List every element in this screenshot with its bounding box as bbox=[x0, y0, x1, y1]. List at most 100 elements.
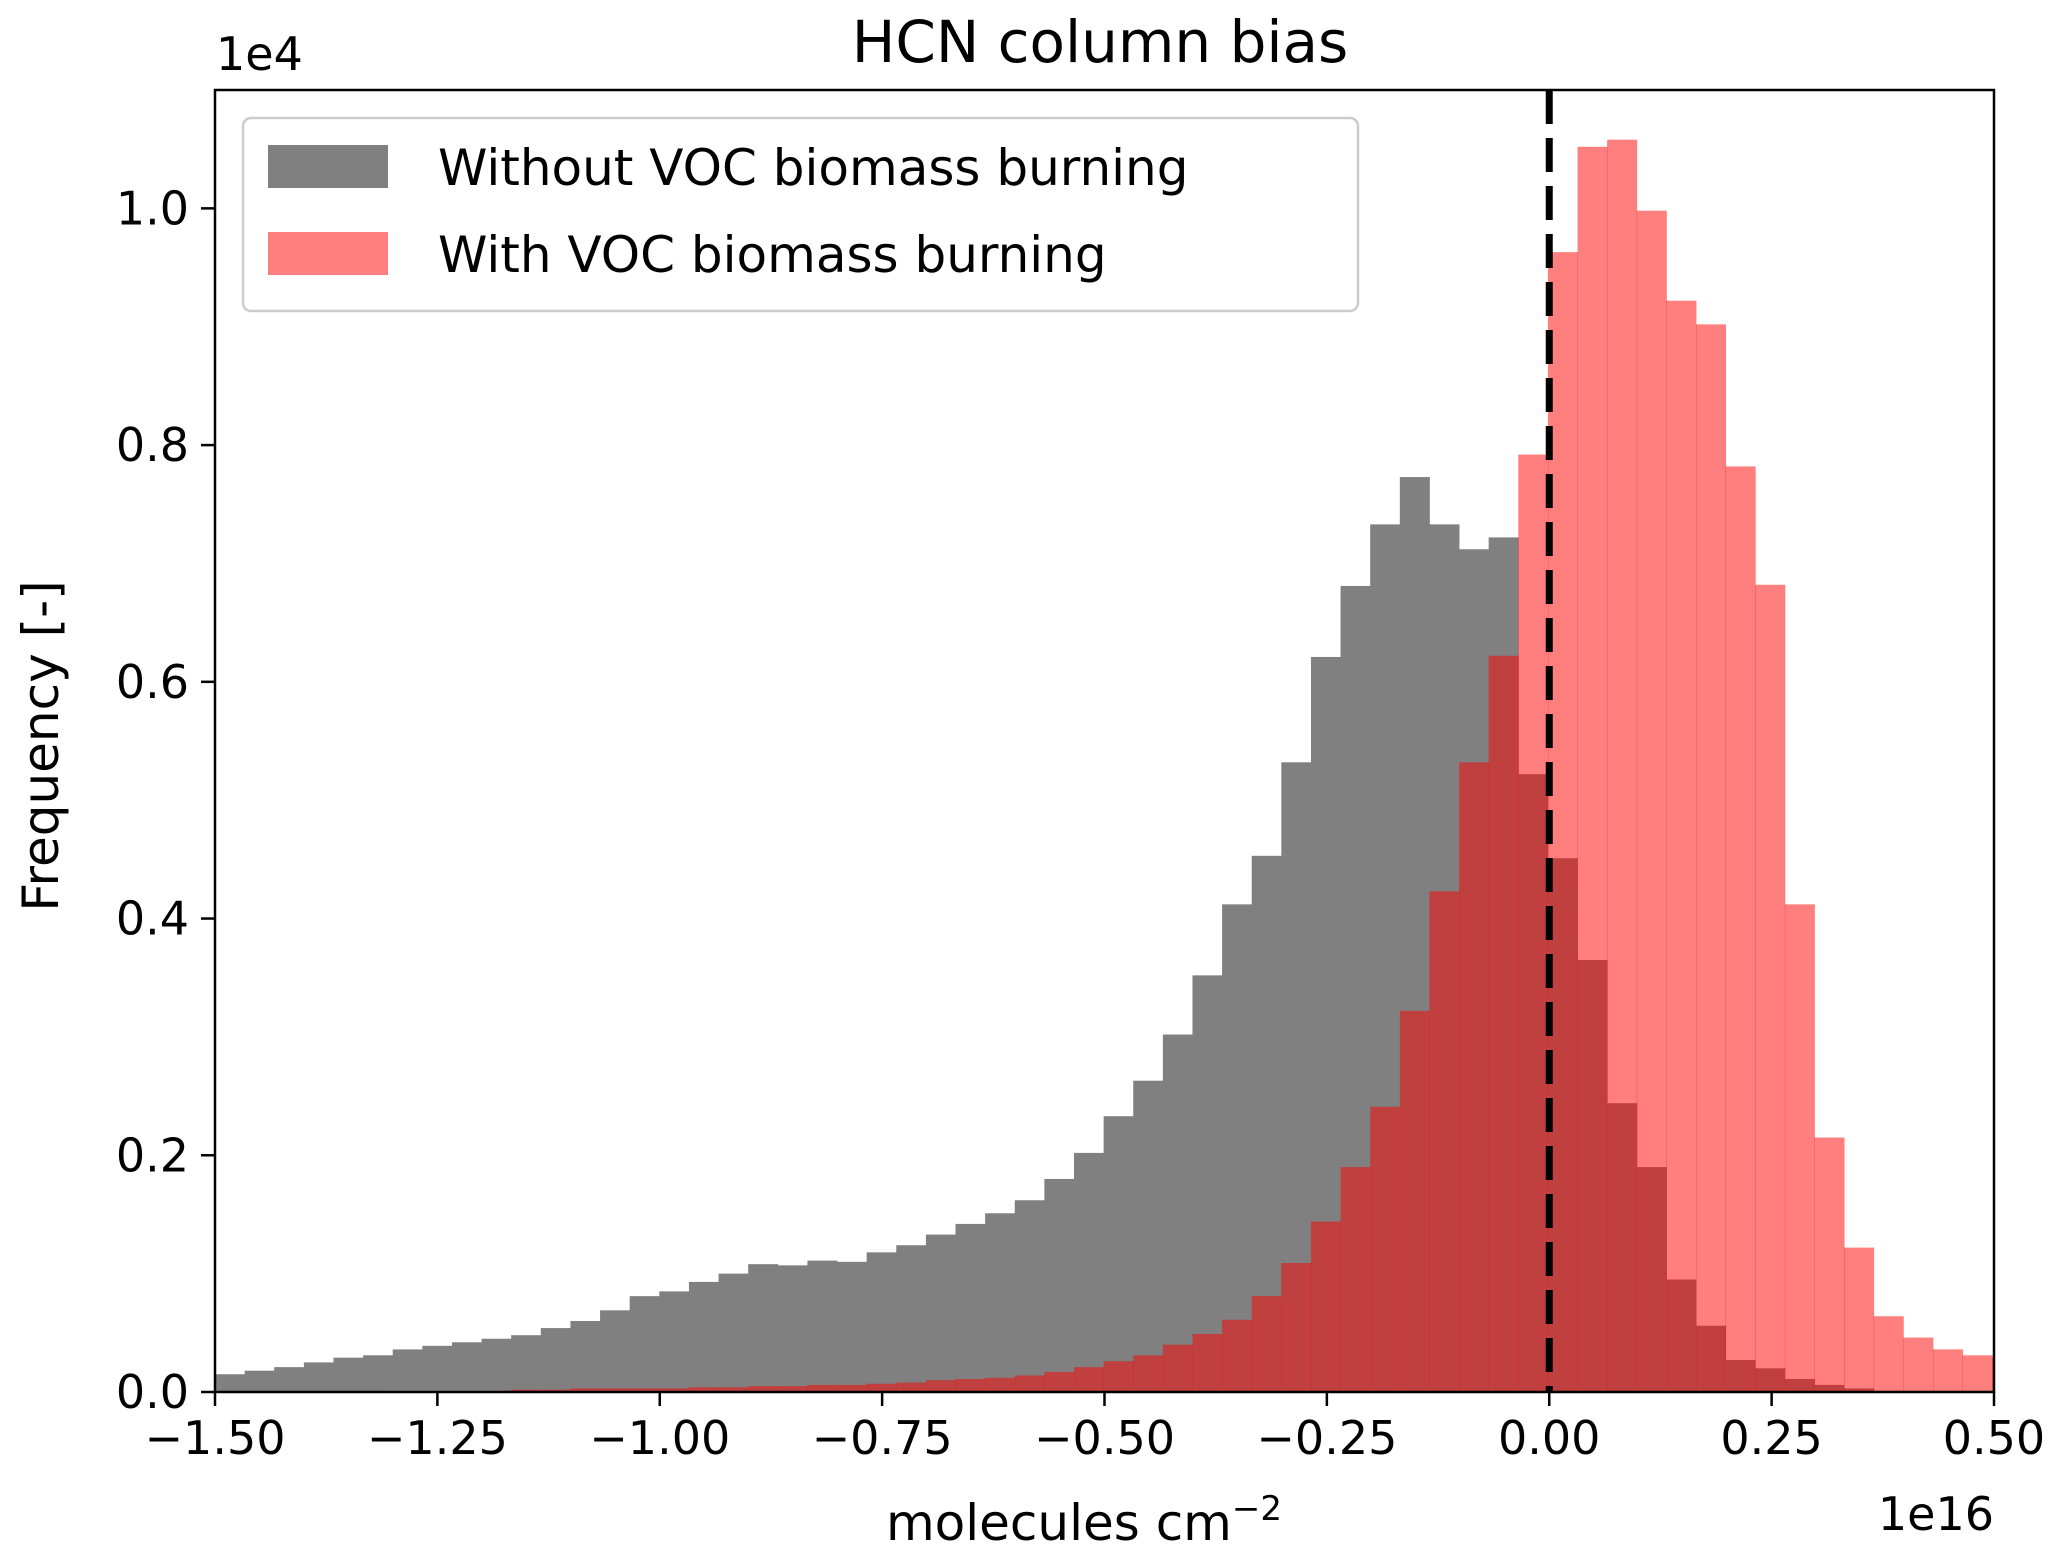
bar-without-voc-28 bbox=[1044, 1178, 1075, 1392]
y-tick-label-4: 0.8 bbox=[116, 418, 189, 472]
y-tick-label-1: 0.2 bbox=[116, 1128, 189, 1182]
bar-without-voc-29 bbox=[1073, 1152, 1105, 1392]
bar-with-voc-24 bbox=[925, 1380, 956, 1392]
bar-with-voc-40 bbox=[1399, 1010, 1430, 1392]
bar-without-voc-11 bbox=[540, 1328, 571, 1392]
bar-with-voc-31 bbox=[1133, 1355, 1164, 1392]
bar-with-voc-36 bbox=[1281, 1262, 1312, 1392]
bar-with-voc-57 bbox=[1903, 1337, 1934, 1392]
bar-with-voc-18 bbox=[748, 1386, 779, 1392]
bar-without-voc-5 bbox=[363, 1355, 394, 1392]
x-tick-label-4: −0.50 bbox=[1034, 1411, 1175, 1465]
bar-without-voc-32 bbox=[1162, 1034, 1193, 1392]
bar-with-voc-14 bbox=[629, 1388, 660, 1392]
bar-with-voc-30 bbox=[1103, 1361, 1134, 1392]
bar-without-voc-16 bbox=[688, 1281, 719, 1392]
bar-without-voc-8 bbox=[451, 1342, 482, 1392]
bar-without-voc-22 bbox=[866, 1252, 897, 1392]
bar-with-voc-54 bbox=[1814, 1137, 1845, 1392]
bars-with-voc bbox=[392, 139, 1995, 1393]
bar-with-voc-19 bbox=[777, 1386, 808, 1392]
bar-with-voc-56 bbox=[1873, 1316, 1904, 1392]
x-axis-label: molecules cm−2 bbox=[886, 1489, 1282, 1547]
bar-with-voc-20 bbox=[807, 1384, 838, 1392]
bar-without-voc-19 bbox=[777, 1265, 808, 1392]
bar-with-voc-28 bbox=[1044, 1371, 1075, 1392]
bar-with-voc-26 bbox=[985, 1377, 1016, 1392]
bar-with-voc-55 bbox=[1844, 1247, 1875, 1392]
legend: Without VOC biomass burning With VOC bio… bbox=[241, 116, 1360, 313]
bar-without-voc-21 bbox=[837, 1261, 868, 1392]
bar-with-voc-17 bbox=[718, 1387, 749, 1392]
x-axis-label-exponent: −2 bbox=[1232, 1489, 1282, 1529]
bar-with-voc-35 bbox=[1251, 1296, 1282, 1392]
bar-without-voc-34 bbox=[1222, 904, 1253, 1392]
x-tick-label-0: −1.50 bbox=[145, 1411, 286, 1465]
bar-with-voc-12 bbox=[570, 1388, 601, 1392]
bar-with-voc-49 bbox=[1666, 300, 1697, 1393]
bar-without-voc-15 bbox=[659, 1291, 690, 1392]
bar-with-voc-38 bbox=[1340, 1167, 1371, 1392]
bar-with-voc-43 bbox=[1488, 655, 1519, 1392]
bar-without-voc-31 bbox=[1133, 1080, 1164, 1392]
bar-without-voc-3 bbox=[303, 1362, 334, 1392]
y-axis-label: Frequency [-] bbox=[12, 580, 70, 911]
bar-with-voc-53 bbox=[1784, 904, 1815, 1392]
bar-without-voc-4 bbox=[333, 1357, 364, 1392]
bar-without-voc-1 bbox=[244, 1370, 275, 1392]
bar-with-voc-42 bbox=[1459, 762, 1490, 1392]
bar-without-voc-26 bbox=[985, 1213, 1016, 1392]
bar-without-voc-0 bbox=[215, 1374, 246, 1392]
bar-with-voc-47 bbox=[1607, 139, 1638, 1392]
x-axis-label-text: molecules cm bbox=[886, 1494, 1232, 1547]
chart-title: HCN column bias bbox=[852, 8, 1349, 76]
x-tick-label-5: −0.25 bbox=[1256, 1411, 1397, 1465]
bar-without-voc-18 bbox=[748, 1264, 779, 1392]
bar-with-voc-46 bbox=[1577, 146, 1608, 1392]
x-axis-ticks: −1.50 −1.25 −1.00 −0.75 −0.50 −0.25 0.00 0.25 0.… bbox=[145, 1392, 2045, 1465]
legend-swatch-with-voc bbox=[268, 232, 388, 275]
y-tick-label-5: 1.0 bbox=[116, 181, 189, 235]
x-tick-label-8: 0.50 bbox=[1943, 1411, 2045, 1465]
bar-without-voc-24 bbox=[925, 1234, 956, 1392]
bar-with-voc-22 bbox=[866, 1383, 897, 1392]
bar-without-voc-33 bbox=[1192, 975, 1223, 1392]
y-tick-label-3: 0.6 bbox=[116, 655, 189, 709]
bar-with-voc-25 bbox=[955, 1378, 986, 1392]
bar-without-voc-12 bbox=[570, 1320, 601, 1392]
bar-with-voc-48 bbox=[1636, 210, 1667, 1392]
bar-without-voc-10 bbox=[511, 1335, 542, 1392]
x-tick-label-2: −1.00 bbox=[589, 1411, 730, 1465]
bar-without-voc-23 bbox=[896, 1245, 927, 1392]
y-tick-label-0: 0.0 bbox=[116, 1365, 189, 1419]
x-tick-label-1: −1.25 bbox=[367, 1411, 508, 1465]
bar-without-voc-17 bbox=[718, 1273, 749, 1392]
bar-with-voc-23 bbox=[896, 1382, 927, 1392]
bar-without-voc-9 bbox=[481, 1338, 512, 1392]
bar-with-voc-27 bbox=[1014, 1375, 1045, 1392]
bar-with-voc-45 bbox=[1547, 252, 1578, 1392]
bar-without-voc-2 bbox=[274, 1367, 305, 1392]
legend-label-with-voc: With VOC biomass burning bbox=[438, 226, 1107, 284]
bar-with-voc-59 bbox=[1962, 1355, 1993, 1392]
bar-without-voc-27 bbox=[1014, 1200, 1045, 1392]
bar-without-voc-30 bbox=[1103, 1116, 1134, 1392]
bar-with-voc-29 bbox=[1073, 1367, 1105, 1392]
bar-with-voc-32 bbox=[1162, 1344, 1193, 1392]
bar-with-voc-51 bbox=[1725, 466, 1756, 1392]
legend-label-without-voc: Without VOC biomass burning bbox=[438, 139, 1188, 197]
bar-with-voc-34 bbox=[1222, 1319, 1253, 1392]
legend-box bbox=[241, 116, 1360, 313]
bar-without-voc-14 bbox=[629, 1296, 660, 1392]
legend-swatch-without-voc bbox=[268, 145, 388, 188]
bar-with-voc-44 bbox=[1518, 454, 1549, 1392]
bar-without-voc-20 bbox=[807, 1260, 838, 1392]
bar-with-voc-37 bbox=[1310, 1221, 1341, 1392]
bar-without-voc-7 bbox=[422, 1345, 453, 1392]
bar-with-voc-13 bbox=[600, 1388, 631, 1392]
y-axis-multiplier: 1e4 bbox=[216, 27, 303, 81]
y-axis-ticks: 0.0 0.2 0.4 0.6 0.8 1.0 bbox=[116, 181, 215, 1419]
bar-without-voc-6 bbox=[392, 1349, 423, 1392]
bar-with-voc-50 bbox=[1696, 324, 1727, 1392]
